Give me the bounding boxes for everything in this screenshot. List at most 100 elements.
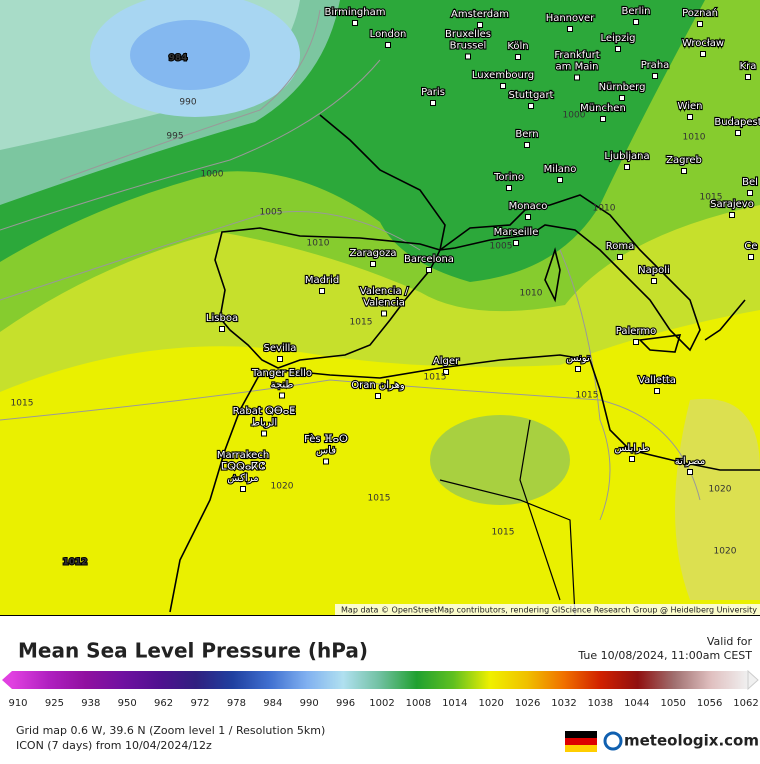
city-label: Praha xyxy=(641,60,670,71)
coast xyxy=(169,369,263,613)
city-labels: Birmingham London Amsterdam Hannover Berlin P… xyxy=(205,5,760,492)
colorbar-low-arrow xyxy=(2,671,12,689)
city-label: Alger xyxy=(433,356,460,367)
city-label: Valencia / xyxy=(360,286,409,297)
city-label: Leipzig xyxy=(600,33,635,44)
colorbar-tick-label: 984 xyxy=(263,698,282,709)
city-label: Frankfurt xyxy=(554,50,599,61)
city-label: Oran وهران xyxy=(351,380,405,391)
city-label: مراكش xyxy=(227,473,258,484)
city-label: Tanger Eεllo xyxy=(251,368,312,379)
city-label: Palermo xyxy=(616,326,656,337)
city-label: Berlin xyxy=(621,6,650,17)
city-marker xyxy=(697,21,703,27)
city-label: ⵎⵕⵕⴰⴽⵛ xyxy=(221,462,265,473)
flag xyxy=(565,731,597,752)
coast xyxy=(544,247,561,303)
city-label: Luxembourg xyxy=(472,70,534,81)
city-marker xyxy=(735,130,741,136)
isobar-label: 1005 xyxy=(490,242,513,252)
city-label: Budapest xyxy=(714,117,760,128)
isobar-label: 1015 xyxy=(424,373,447,383)
city-marker xyxy=(524,142,530,148)
city-marker xyxy=(600,116,606,122)
isobar-label: 1020 xyxy=(709,485,732,495)
colorbar-tick-label: 990 xyxy=(300,698,319,709)
flag-stripe xyxy=(565,731,597,738)
coastlines xyxy=(169,114,760,616)
city-label: Hannover xyxy=(546,13,596,24)
colorbar-tick-label: 1044 xyxy=(624,698,649,709)
city-marker xyxy=(700,51,706,57)
pressure-zone xyxy=(430,415,570,505)
isobar xyxy=(559,249,611,521)
isobar-label: 1010 xyxy=(683,133,706,143)
city-marker xyxy=(574,74,580,81)
city-marker xyxy=(617,254,623,260)
city-marker xyxy=(426,267,432,273)
city-marker xyxy=(375,393,381,399)
grid-info: Grid map 0.6 W, 39.6 N (Zoom level 1 / R… xyxy=(16,724,325,737)
city-marker xyxy=(652,73,658,79)
colorbar-high-arrow xyxy=(747,669,759,691)
city-label: Ce xyxy=(744,241,757,252)
city-marker xyxy=(615,46,621,52)
colorbar-tick-label: 996 xyxy=(336,698,355,709)
city-label: Sarajevo xyxy=(710,199,754,210)
colorbar-tick-label: 978 xyxy=(227,698,246,709)
city-marker xyxy=(477,22,483,28)
colorbar-tick-label: 1008 xyxy=(406,698,431,709)
coast xyxy=(704,299,746,341)
colorbar-tick-label: 938 xyxy=(81,698,100,709)
city-marker xyxy=(681,168,687,174)
city-label: Wrocław xyxy=(682,38,724,49)
isobar-label: 1010 xyxy=(307,239,330,249)
city-label: Bruxelles xyxy=(445,29,491,40)
city-label: Milano xyxy=(544,164,577,175)
city-marker xyxy=(654,388,660,394)
city-marker xyxy=(567,26,573,32)
city-label: Valletta xyxy=(638,375,676,386)
isobar-label: 1015 xyxy=(350,318,373,328)
isobar-label: 1010 xyxy=(593,204,616,214)
city-label: Marseille xyxy=(494,227,539,238)
city-marker xyxy=(651,278,657,284)
city-label: London xyxy=(370,29,407,40)
city-label: طرابلس xyxy=(614,443,649,454)
colorbar-tick-label: 1020 xyxy=(478,698,503,709)
city-marker xyxy=(319,288,325,294)
colorbar-ticks: 910 925 938 950 962 972 978 984 990 996 1002 1008 10… xyxy=(8,698,758,709)
city-label: Bern xyxy=(515,129,538,140)
city-label: Kra xyxy=(740,61,757,72)
city-marker xyxy=(624,164,630,170)
isobar-label: 990 xyxy=(179,98,196,108)
isobar-label: 1005 xyxy=(260,208,283,218)
colorbar-tick-label: 1056 xyxy=(697,698,722,709)
city-label: Rabat ⵕⴱⴰⵟ xyxy=(233,406,296,417)
city-label: München xyxy=(580,103,626,114)
colorbar-tick-label: 1050 xyxy=(660,698,685,709)
city-marker xyxy=(729,212,735,218)
city-marker xyxy=(528,103,534,109)
city-label: Wien xyxy=(678,101,703,112)
city-marker xyxy=(748,254,754,260)
city-marker xyxy=(575,366,581,372)
city-label: فاس xyxy=(316,446,336,457)
colorbar-tick-label: 962 xyxy=(154,698,173,709)
border xyxy=(439,419,576,616)
city-label: مصراتة xyxy=(675,456,705,467)
city-label: Zaragoza xyxy=(349,248,396,259)
city-label: Amsterdam xyxy=(451,9,509,20)
city-label: Zagreb xyxy=(666,155,702,166)
colorbar xyxy=(12,671,748,689)
city-label: Fès ⴼⴰⵙ xyxy=(304,433,348,445)
city-label: Brussel xyxy=(450,41,487,52)
city-marker xyxy=(687,114,693,120)
colorbar-tick-label: 1032 xyxy=(551,698,576,709)
colorbar-tick-label: 925 xyxy=(45,698,64,709)
city-marker xyxy=(506,185,512,191)
brand[interactable]: meteologix.com xyxy=(624,732,759,750)
isobar-label: 1010 xyxy=(520,289,543,299)
city-marker xyxy=(370,261,376,267)
colorbar-tick-label: 910 xyxy=(8,698,27,709)
